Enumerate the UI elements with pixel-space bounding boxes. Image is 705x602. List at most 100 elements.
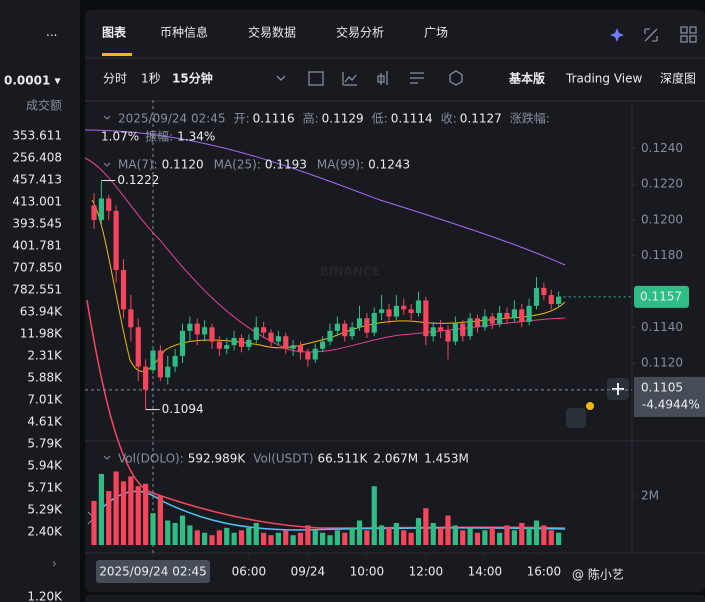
candle-body	[342, 323, 348, 337]
candle-body	[202, 327, 208, 335]
column-header: 成交额	[26, 98, 62, 113]
candle-body	[511, 309, 517, 319]
volume-bar	[172, 522, 178, 545]
note-button[interactable]	[566, 408, 586, 428]
y-tick-label: 0.1220	[641, 177, 683, 191]
volume-bar	[415, 518, 422, 545]
candle-body	[445, 330, 451, 342]
y-tick-label: 0.1240	[641, 141, 683, 155]
volume-bar	[423, 508, 429, 545]
ai-icon[interactable]	[610, 28, 624, 42]
candle-body	[408, 309, 414, 313]
candle-body	[497, 312, 503, 324]
view[interactable]: 深度图	[660, 71, 696, 86]
info-value: 0.1116	[253, 112, 295, 126]
candle-body	[423, 300, 429, 337]
volume-bar	[533, 520, 540, 545]
interval[interactable]: 分时	[103, 72, 127, 86]
expand[interactable]	[644, 28, 658, 42]
candle-body	[113, 210, 119, 270]
candle-body	[548, 295, 554, 304]
tab[interactable]: 交易数据	[248, 25, 296, 40]
layout[interactable]	[689, 26, 697, 34]
info-value: 0.1127	[460, 112, 502, 126]
icon[interactable]	[410, 72, 424, 84]
y-tick-label: 0.1140	[641, 320, 683, 334]
view[interactable]: 基本版	[508, 71, 545, 86]
info-value: 1.34%	[177, 130, 215, 144]
volume-bar	[312, 530, 318, 545]
candle-body	[327, 330, 333, 342]
volume-bar	[379, 525, 385, 545]
info-value: 0.1114	[391, 112, 433, 126]
icon[interactable]	[342, 72, 357, 86]
info-label: 高:	[303, 111, 319, 126]
ma-value: 0.1193	[265, 158, 307, 172]
volume-bar	[393, 522, 399, 545]
candle-body	[120, 270, 127, 310]
candle-body	[504, 312, 510, 319]
amount: 393.545	[12, 217, 62, 231]
icon[interactable]	[308, 71, 324, 86]
layout[interactable]	[680, 35, 688, 43]
volume-bar	[106, 491, 112, 545]
volume-bar	[504, 525, 510, 545]
vol-ma: 2.067M	[373, 452, 418, 466]
time: 2025/09/24 02:45	[118, 112, 226, 126]
interval[interactable]: 15分钟	[172, 71, 213, 86]
volume-bar	[202, 532, 208, 545]
volume-bar	[179, 515, 186, 545]
candle-body	[371, 312, 377, 333]
candle-body	[467, 318, 473, 337]
volume-bar	[157, 496, 163, 545]
volume-bar	[526, 527, 532, 545]
volume-bar	[268, 535, 274, 545]
precision: 0.0001 ▾	[4, 74, 61, 88]
tab-underline	[102, 53, 132, 56]
amount: 1.20K	[27, 590, 63, 602]
volume-bar	[497, 532, 503, 545]
amount: 353.611	[12, 129, 62, 143]
candle-body	[290, 345, 296, 349]
candle-body	[246, 339, 252, 347]
tab[interactable]: 交易分析	[336, 25, 384, 40]
dropdown[interactable]	[276, 75, 286, 81]
amount: 457.413	[12, 173, 62, 187]
candle-body	[541, 287, 547, 296]
volume-bar	[224, 527, 230, 545]
candle-body	[349, 327, 355, 337]
candle-body	[430, 327, 436, 337]
interval[interactable]: 1秒	[141, 72, 161, 86]
volume-bar	[482, 530, 488, 545]
amount: 707.850	[12, 261, 62, 275]
candle-body	[401, 305, 407, 310]
candle-body	[238, 338, 245, 347]
layout[interactable]	[680, 26, 688, 34]
candle-body	[179, 330, 186, 356]
candle-body	[320, 341, 326, 349]
vol-label: Vol(USDT)	[253, 452, 313, 466]
sidebar	[0, 0, 80, 602]
tab[interactable]: 广场	[424, 26, 448, 40]
candle-body	[474, 318, 481, 328]
layout[interactable]	[689, 35, 697, 43]
volume-bar	[290, 535, 296, 545]
candle-body	[364, 318, 370, 333]
info-value: 1.07%	[101, 130, 139, 144]
volume-bar	[238, 530, 245, 545]
icon[interactable]	[377, 71, 388, 85]
volume-bar	[460, 530, 466, 545]
amount: 2.40K	[27, 525, 63, 539]
view[interactable]: Trading View	[565, 72, 643, 86]
volume-bar	[401, 530, 407, 545]
time-tag	[96, 560, 210, 583]
volume-bar	[438, 527, 444, 545]
icon[interactable]	[449, 70, 463, 86]
tab[interactable]: 图表	[102, 25, 127, 40]
tab[interactable]: 币种信息	[160, 25, 208, 40]
candle-body	[356, 318, 363, 328]
volume-bar	[364, 530, 370, 545]
amount: 256.408	[12, 151, 62, 165]
amount: 5.29K	[27, 503, 63, 517]
volume-bar	[216, 530, 222, 545]
